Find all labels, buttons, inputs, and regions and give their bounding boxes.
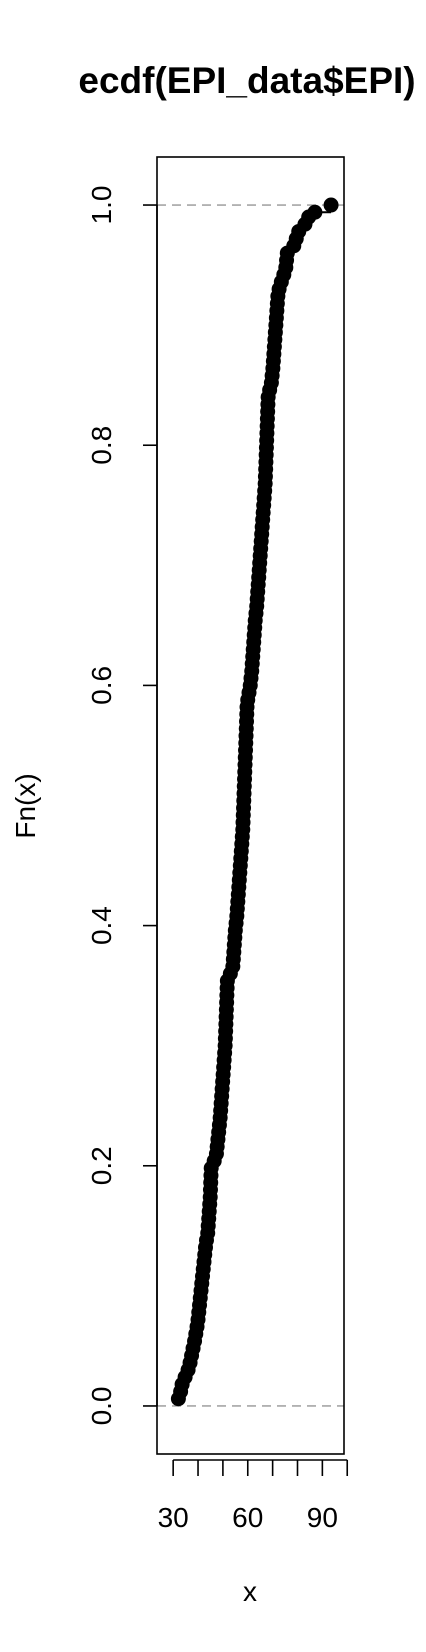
x-tick-label-2: 90 [307,1502,338,1533]
y-axis-label: Fn(x) [10,773,41,838]
y-tick-label-3: 0.6 [86,666,117,705]
y-tick-label-4: 0.8 [86,426,117,465]
y-tick-label-0: 0.0 [86,1386,117,1425]
y-tick-label-1: 0.2 [86,1146,117,1185]
chart-title: ecdf(EPI_data$EPI) [78,60,415,101]
x-tick-label-0: 30 [158,1502,189,1533]
y-tick-label-2: 0.4 [86,906,117,945]
y-tick-label-5: 1.0 [86,186,117,225]
x-axis-label: x [243,1576,257,1607]
ecdf-points [170,197,339,1407]
x-axis: 30 60 90 [158,1459,349,1533]
ecdf-point-166 [323,197,339,213]
y-axis: 0.0 0.2 0.4 0.6 0.8 1.0 [86,186,158,1425]
x-tick-label-1: 60 [232,1502,263,1533]
